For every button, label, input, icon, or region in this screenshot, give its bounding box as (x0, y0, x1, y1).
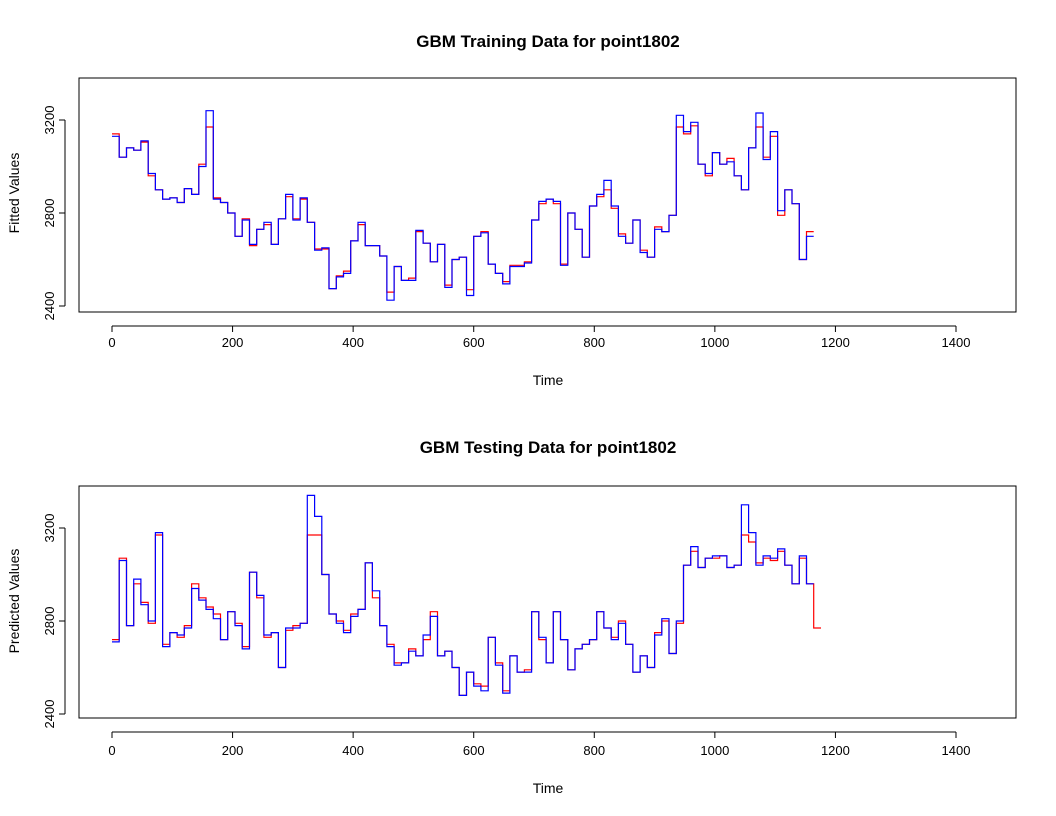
training-x-tick-label: 200 (222, 335, 244, 350)
training-y-tick-label: 2400 (42, 292, 57, 321)
testing-x-tick-label: 400 (342, 743, 364, 758)
testing-x-tick-label: 0 (108, 743, 115, 758)
testing-x-tick-label: 200 (222, 743, 244, 758)
training-plot-frame (78, 77, 1017, 313)
testing-y-tick-label: 2800 (42, 607, 57, 636)
training-series-blue-line (112, 110, 814, 301)
testing-x-tick-label: 1000 (700, 743, 729, 758)
training-x-tick-label: 0 (108, 335, 115, 350)
training-x-tick-label: 1200 (821, 335, 850, 350)
training-series-red-line (112, 125, 814, 293)
testing-x-tick-label: 600 (463, 743, 485, 758)
testing-plot-frame (78, 485, 1017, 719)
training-x-tick-label: 400 (342, 335, 364, 350)
testing-x-tick-label: 1400 (942, 743, 971, 758)
testing-y-axis-label: Predicted Values (6, 549, 22, 654)
training-y-tick-label: 2800 (42, 199, 57, 228)
testing-chart: GBM Testing Data for point1802 Time Pred… (6, 438, 1017, 796)
testing-x-tick-label: 1200 (821, 743, 850, 758)
training-x-tick-label: 1400 (942, 335, 971, 350)
training-x-tick-label: 600 (463, 335, 485, 350)
testing-y-tick-label: 2400 (42, 700, 57, 729)
training-x-axis-label: Time (533, 372, 564, 388)
testing-series-red-line (112, 534, 821, 696)
training-y-axis-label: Fitted Values (6, 153, 22, 234)
testing-series-blue-line (112, 494, 814, 696)
training-chart-title: GBM Training Data for point1802 (416, 32, 680, 51)
testing-chart-title: GBM Testing Data for point1802 (420, 438, 677, 457)
testing-y-tick-label: 3200 (42, 514, 57, 543)
training-x-tick-label: 1000 (700, 335, 729, 350)
testing-x-axis-label: Time (533, 780, 564, 796)
training-chart: GBM Training Data for point1802 Time Fit… (6, 32, 1017, 388)
training-x-tick-label: 800 (583, 335, 605, 350)
testing-x-tick-label: 800 (583, 743, 605, 758)
training-y-tick-label: 3200 (42, 106, 57, 135)
